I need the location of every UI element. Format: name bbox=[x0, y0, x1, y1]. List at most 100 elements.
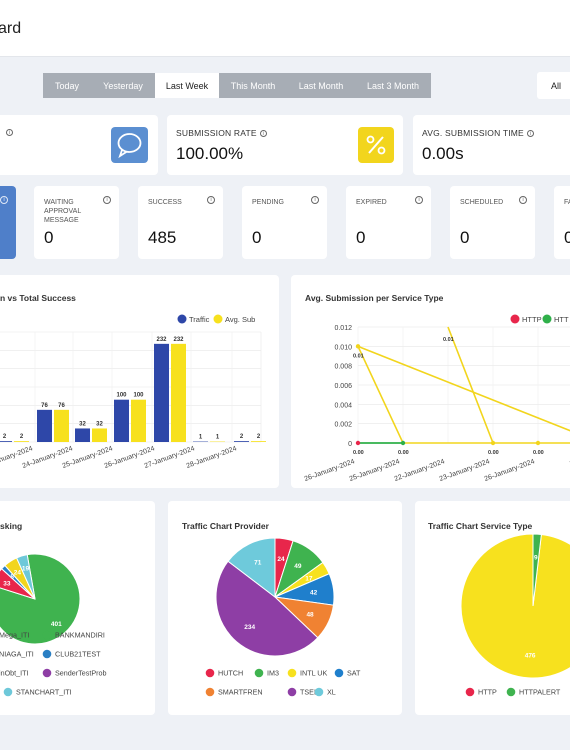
info-icon[interactable]: i bbox=[519, 196, 527, 204]
legend-label: inObt_ITI bbox=[0, 669, 29, 678]
bar bbox=[0, 441, 12, 442]
legend-label: STANCHART_ITI bbox=[16, 688, 72, 697]
legend-label: INTL UK bbox=[300, 669, 327, 678]
kpi-avg-submission-time-value: 0.00s bbox=[422, 144, 464, 163]
bar bbox=[171, 343, 186, 442]
slice-label: 33 bbox=[3, 580, 11, 587]
legend-label: SenderTestProb bbox=[55, 669, 107, 678]
legend-label: HUTCH bbox=[218, 669, 243, 678]
info-icon[interactable]: i bbox=[415, 196, 423, 204]
series-line bbox=[447, 326, 494, 444]
filter-today-button[interactable]: Today bbox=[43, 73, 91, 98]
chart-title: Traffic Chart Service Type bbox=[428, 521, 533, 531]
page-title: ard bbox=[0, 20, 22, 37]
stat-card-success[interactable]: SUCCESS i 485 bbox=[138, 186, 223, 259]
legend-label: SAT bbox=[347, 669, 361, 678]
legend-label: Traffic bbox=[189, 315, 210, 324]
stat-value: 0 bbox=[252, 228, 262, 247]
bar bbox=[154, 343, 169, 442]
y-tick-label: 0.008 bbox=[334, 364, 352, 371]
slice-label: 24 bbox=[277, 556, 285, 563]
legend-swatch bbox=[205, 687, 215, 697]
info-icon[interactable]: i bbox=[259, 130, 267, 137]
stat-label: SUCCESS bbox=[148, 199, 182, 206]
bar bbox=[92, 428, 107, 442]
legend-swatch bbox=[287, 668, 297, 678]
legend-swatch bbox=[542, 314, 552, 324]
slice-label: 234 bbox=[244, 624, 255, 631]
x-tick-label: 27 bbox=[569, 458, 570, 467]
stat-card-scheduled[interactable]: SCHEDULED i 0 bbox=[450, 186, 535, 259]
legend-swatch bbox=[42, 649, 52, 659]
x-tick-label: 26-January-2024 bbox=[484, 458, 536, 483]
legend-label: CLUB21TEST bbox=[55, 650, 101, 659]
legend-swatch bbox=[287, 687, 297, 697]
pie-slice bbox=[0, 553, 81, 645]
chart-card-avg-submission: Avg. Submission per Service Type HTTP HTT… bbox=[291, 275, 570, 488]
filter-last-month-button[interactable]: Last Month bbox=[287, 73, 355, 98]
chart-title: Traffic Chart Provider bbox=[182, 521, 269, 531]
slice-label: 24 bbox=[14, 569, 22, 576]
legend-label: HTTPALERT bbox=[519, 688, 561, 697]
stat-card-expired[interactable]: EXPIRED i 0 bbox=[346, 186, 431, 259]
legend-label: SMARTFREN bbox=[218, 688, 263, 697]
bar bbox=[234, 441, 249, 442]
stat-card-pending[interactable]: PENDING i 0 bbox=[242, 186, 327, 259]
stat-card-waiting-approval[interactable]: WAITING APPROVAL MESSAGE i 0 bbox=[34, 186, 119, 259]
stat-label: FA bbox=[564, 199, 570, 206]
bar-value-label: 1 bbox=[199, 435, 203, 441]
y-tick-label: 0.010 bbox=[334, 344, 352, 351]
bar bbox=[131, 399, 146, 442]
filter-last-3-month-button[interactable]: Last 3 Month bbox=[355, 73, 431, 98]
data-point bbox=[400, 440, 406, 446]
info-icon[interactable]: i bbox=[0, 196, 8, 204]
stat-value: 0 bbox=[460, 228, 470, 247]
x-tick-label: 25-January-2024 bbox=[349, 458, 401, 483]
legend-swatch bbox=[205, 668, 215, 678]
data-point bbox=[535, 440, 541, 446]
kpi-submission-rate-label: SUBMISSION RATE bbox=[176, 128, 257, 138]
info-icon[interactable]: i bbox=[311, 196, 319, 204]
data-label: 0.01 bbox=[443, 337, 454, 343]
kpi-card-messages: i bbox=[0, 115, 158, 175]
pie-slice bbox=[15, 554, 36, 600]
filter-last-week-button[interactable]: Last Week bbox=[155, 73, 219, 98]
stat-card-failed[interactable]: FA 0 bbox=[554, 186, 570, 259]
slice-label: 19 bbox=[22, 566, 30, 573]
chart-title: n vs Total Success bbox=[0, 293, 76, 303]
bar-value-label: 100 bbox=[116, 393, 127, 399]
pie-slice bbox=[227, 537, 276, 599]
info-icon[interactable]: i bbox=[103, 196, 111, 204]
bar bbox=[251, 441, 266, 442]
filter-this-month-button[interactable]: This Month bbox=[219, 73, 287, 98]
bar-value-label: 32 bbox=[79, 421, 86, 427]
filter-yesterday-button[interactable]: Yesterday bbox=[91, 73, 155, 98]
legend-label: TSEL bbox=[300, 688, 318, 697]
info-icon[interactable]: i bbox=[207, 196, 215, 204]
legend-label: XL bbox=[327, 688, 336, 697]
stat-card-total[interactable]: i bbox=[0, 186, 16, 259]
slice-label: 17 bbox=[305, 575, 313, 582]
slice-label: 48 bbox=[306, 611, 314, 618]
y-tick-label: 0.012 bbox=[334, 325, 352, 332]
kpi-card-submission-rate: SUBMISSION RATE i 100.00% bbox=[167, 115, 403, 175]
legend-swatch bbox=[177, 314, 187, 324]
y-tick-label: 0.004 bbox=[334, 402, 352, 409]
bar bbox=[14, 441, 29, 442]
all-dropdown[interactable]: All bbox=[537, 72, 570, 99]
slice-label: 401 bbox=[51, 621, 62, 628]
bar-value-label: 1 bbox=[216, 435, 220, 441]
info-icon[interactable]: i bbox=[526, 130, 534, 137]
data-point bbox=[490, 440, 496, 446]
pie-slice bbox=[460, 533, 570, 679]
legend-label: Avg. Sub bbox=[225, 315, 255, 324]
info-icon[interactable]: i bbox=[6, 129, 13, 136]
pie-slice bbox=[532, 533, 542, 607]
slice-label: 8 bbox=[10, 574, 14, 581]
bar-value-label: 32 bbox=[96, 421, 103, 427]
legend-swatch bbox=[213, 314, 223, 324]
y-tick-label: 0.006 bbox=[334, 383, 352, 390]
bar-value-label: 100 bbox=[133, 393, 144, 399]
